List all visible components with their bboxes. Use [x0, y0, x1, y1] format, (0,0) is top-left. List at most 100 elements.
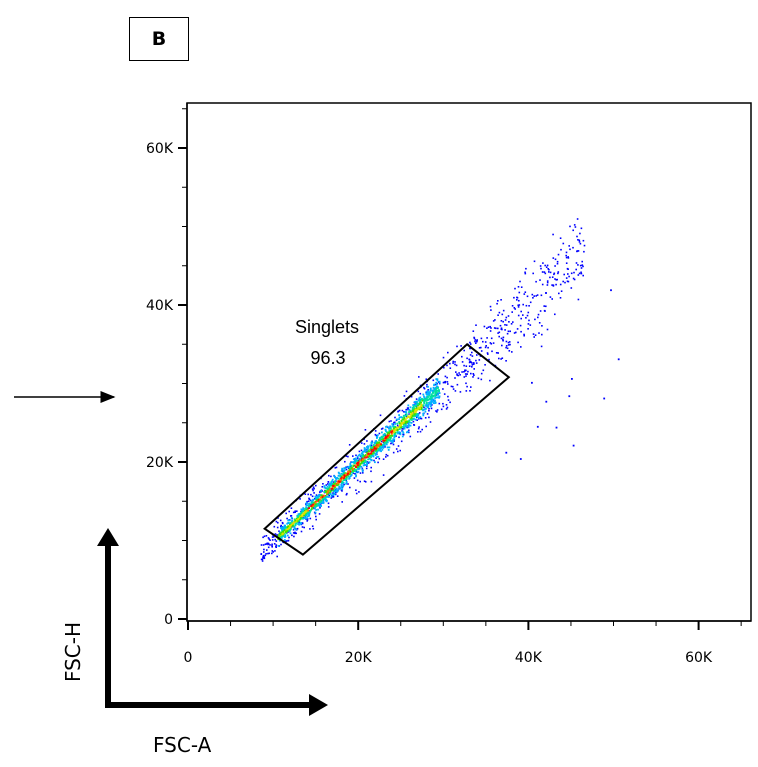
event-dot — [375, 457, 377, 459]
event-dot — [293, 527, 296, 530]
event-dot — [417, 431, 419, 433]
event-dot — [391, 435, 393, 437]
event-dot — [564, 281, 566, 284]
event-dot — [426, 395, 429, 398]
event-dot — [300, 530, 303, 533]
event-dot — [342, 482, 345, 484]
event-dot — [267, 552, 269, 555]
event-dot — [287, 539, 290, 542]
event-dot — [549, 271, 552, 274]
event-dot — [339, 478, 341, 481]
event-dot — [385, 436, 387, 438]
event-dot — [394, 433, 396, 435]
event-dot — [345, 455, 348, 457]
event-dot — [407, 416, 410, 418]
event-dot — [369, 454, 372, 457]
event-dot — [538, 332, 540, 334]
x-tick-label: 40K — [515, 650, 543, 666]
event-dot — [463, 371, 465, 373]
event-dot — [432, 390, 435, 392]
event-dot — [489, 379, 491, 382]
event-dot — [374, 433, 377, 436]
event-dot — [357, 459, 360, 462]
event-dot — [378, 432, 381, 435]
event-dot — [525, 317, 527, 319]
event-dot — [319, 496, 322, 499]
event-dot — [375, 447, 378, 450]
event-dot — [338, 481, 341, 483]
event-dot — [392, 443, 395, 446]
event-dot — [305, 511, 307, 514]
singlets-gate[interactable] — [262, 342, 511, 556]
event-dot — [394, 416, 396, 419]
event-dot — [541, 325, 543, 327]
event-dot — [536, 294, 539, 296]
event-dot — [348, 471, 351, 474]
event-dot — [274, 538, 276, 541]
event-dot — [391, 423, 394, 425]
event-dot — [385, 437, 388, 440]
event-dot — [401, 428, 403, 430]
event-dot — [565, 251, 568, 254]
event-dot — [405, 423, 407, 426]
event-dot — [517, 304, 519, 307]
event-dot — [395, 448, 398, 450]
event-dot — [361, 452, 364, 455]
event-dot — [488, 358, 490, 361]
event-dot — [420, 403, 423, 406]
event-dot — [350, 461, 352, 463]
event-dot — [280, 525, 282, 528]
event-dot — [435, 378, 438, 380]
event-dot — [267, 546, 270, 549]
event-dot — [518, 304, 521, 306]
event-dot — [414, 408, 417, 411]
event-dot — [370, 470, 372, 473]
event-dot — [330, 495, 333, 498]
event-dot — [340, 472, 343, 475]
event-dot — [357, 454, 360, 457]
event-dot — [314, 505, 317, 507]
event-dot — [379, 449, 381, 452]
event-dot — [505, 324, 508, 326]
event-dot — [408, 408, 411, 411]
event-dot — [339, 475, 342, 478]
event-dot — [389, 434, 392, 437]
event-dot — [361, 451, 364, 453]
event-dot — [381, 440, 383, 443]
event-dot — [438, 390, 440, 393]
event-dot — [288, 527, 290, 529]
event-dot — [452, 360, 454, 363]
event-dot — [341, 473, 344, 476]
event-dot — [264, 554, 267, 557]
event-dot — [376, 455, 379, 458]
event-dot — [306, 519, 309, 521]
event-dot — [529, 301, 532, 304]
event-dot — [502, 336, 505, 339]
event-dot — [496, 302, 498, 305]
event-dot — [410, 417, 413, 419]
event-dot — [344, 460, 346, 463]
event-dot — [345, 473, 347, 476]
event-dot — [410, 415, 412, 418]
panel-label: B — [129, 17, 189, 61]
event-dot — [436, 379, 439, 382]
event-dot — [313, 487, 315, 490]
event-dot — [351, 471, 353, 474]
event-dot — [265, 543, 268, 545]
event-dot — [373, 446, 376, 448]
event-dot — [398, 421, 400, 423]
event-dot — [327, 502, 330, 505]
event-dot — [456, 373, 458, 375]
event-dot — [548, 268, 550, 271]
event-dot — [466, 357, 468, 360]
event-dot — [271, 546, 273, 548]
event-dot — [301, 510, 304, 513]
event-dot — [307, 513, 310, 515]
event-dot — [506, 347, 509, 350]
event-dot — [305, 504, 308, 507]
event-dot — [372, 444, 375, 446]
event-dot — [402, 433, 404, 435]
event-dot — [358, 467, 361, 470]
event-dot — [502, 338, 504, 341]
